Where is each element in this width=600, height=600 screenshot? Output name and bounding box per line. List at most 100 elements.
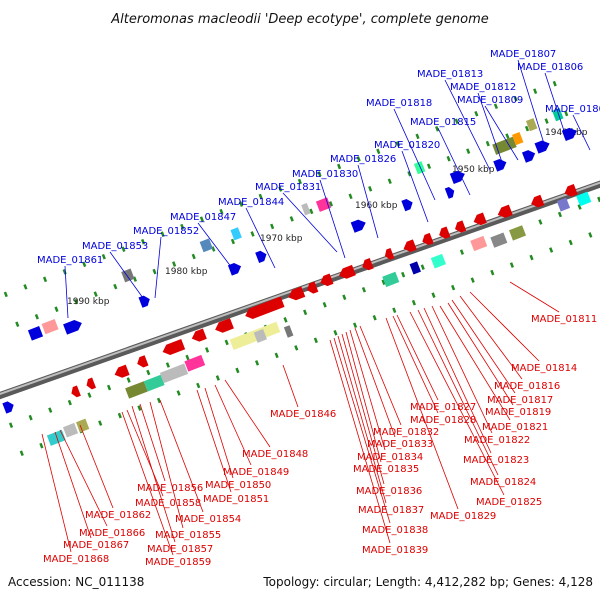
gene-label-made-01822[interactable]: MADE_01822 <box>464 435 530 446</box>
gene-feature <box>382 271 400 288</box>
gene-label-made-01849[interactable]: MADE_01849 <box>223 467 289 478</box>
gene-label-made-01835[interactable]: MADE_01835 <box>353 464 419 475</box>
gene-label-made-01809[interactable]: MADE_01809 <box>457 95 523 106</box>
position-tick <box>219 208 224 215</box>
position-tick <box>493 103 499 110</box>
gene-label-made-01814[interactable]: MADE_01814 <box>511 363 577 374</box>
position-tick <box>278 186 283 192</box>
gene-label-made-01823[interactable]: MADE_01823 <box>463 455 529 466</box>
gene-label-made-01819[interactable]: MADE_01819 <box>485 407 551 418</box>
gene-label-made-01856[interactable]: MADE_01856 <box>137 483 203 494</box>
gene-leader-line <box>139 403 166 482</box>
gene-label-made-01852[interactable]: MADE_01852 <box>133 226 199 237</box>
position-tick <box>270 223 275 230</box>
position-tick <box>509 262 514 268</box>
gene-feature <box>512 132 524 146</box>
gene-leader-line <box>337 335 387 504</box>
position-tick <box>328 201 334 207</box>
position-tick <box>533 88 538 94</box>
gene-label-made-01853[interactable]: MADE_01853 <box>82 241 148 252</box>
gene-feature <box>301 202 311 216</box>
gene-label-made-01859[interactable]: MADE_01859 <box>145 557 211 568</box>
gene-feature <box>409 261 421 275</box>
gene-forward-arrow <box>561 127 577 142</box>
gene-label-made-01868[interactable]: MADE_01868 <box>43 554 109 565</box>
gene-label-made-01866[interactable]: MADE_01866 <box>79 528 145 539</box>
gene-forward-arrow <box>350 219 366 233</box>
gene-label-made-01816[interactable]: MADE_01816 <box>494 381 560 392</box>
gene-label-made-01838[interactable]: MADE_01838 <box>362 525 428 536</box>
gene-forward-arrow <box>493 158 507 172</box>
gene-leader-line <box>444 79 491 171</box>
gene-label-made-01813[interactable]: MADE_01813 <box>417 69 483 80</box>
position-tick <box>309 208 314 215</box>
gene-label-made-01831[interactable]: MADE_01831 <box>255 182 321 193</box>
gene-label-made-01812[interactable]: MADE_01812 <box>450 82 516 93</box>
position-tick <box>392 307 397 314</box>
gene-label-made-01847[interactable]: MADE_01847 <box>170 212 236 223</box>
position-tick <box>529 254 534 261</box>
gene-label-made-01820[interactable]: MADE_01820 <box>374 140 440 151</box>
gene-label-made-01851[interactable]: MADE_01851 <box>203 494 269 505</box>
gene-leader-line <box>401 150 429 223</box>
position-tick <box>348 193 353 200</box>
gene-leader-line <box>341 333 385 485</box>
gene-label-made-01825[interactable]: MADE_01825 <box>476 497 542 508</box>
position-tick <box>368 186 373 192</box>
gene-label-made-01817[interactable]: MADE_01817 <box>487 395 553 406</box>
gene-label-made-01818[interactable]: MADE_01818 <box>366 98 432 109</box>
position-tick <box>342 294 347 301</box>
position-tick <box>395 141 400 147</box>
gene-label-made-01828[interactable]: MADE_01828 <box>410 415 476 426</box>
gene-label-made-01848[interactable]: MADE_01848 <box>242 449 308 460</box>
gene-labels[interactable]: MADE_01805 MADE_01806 MADE_01807 MADE_01809… <box>37 49 600 568</box>
position-tick <box>353 322 358 329</box>
gene-label-made-01839[interactable]: MADE_01839 <box>362 545 428 556</box>
gene-label-made-01829[interactable]: MADE_01829 <box>430 511 496 522</box>
gene-label-made-01837[interactable]: MADE_01837 <box>358 505 424 516</box>
position-tick <box>199 216 204 222</box>
position-tick <box>8 422 14 428</box>
gene-leader-line <box>423 307 492 454</box>
gene-label-made-01811[interactable]: MADE_01811 <box>531 314 597 325</box>
gene-label-made-01821[interactable]: MADE_01821 <box>482 422 548 433</box>
gene-leader-line <box>333 337 391 524</box>
position-tick <box>513 95 518 102</box>
gene-label-made-01826[interactable]: MADE_01826 <box>330 154 396 165</box>
gene-label-made-01832[interactable]: MADE_01832 <box>373 427 439 438</box>
gene-label-made-01807[interactable]: MADE_01807 <box>490 49 556 60</box>
gene-reverse-arrow <box>439 226 451 239</box>
gene-label-made-01834[interactable]: MADE_01834 <box>357 452 423 463</box>
position-tick <box>156 397 162 404</box>
gene-forward-arrow <box>255 250 267 264</box>
gene-label-made-01830[interactable]: MADE_01830 <box>292 169 358 180</box>
gene-label-made-01857[interactable]: MADE_01857 <box>147 544 213 555</box>
position-tick <box>34 313 39 320</box>
gene-label-made-01858[interactable]: MADE_01858 <box>135 498 201 509</box>
position-tick <box>87 392 92 398</box>
position-tick <box>490 269 495 276</box>
gene-feature <box>413 161 426 175</box>
gene-forward-arrow <box>227 262 242 276</box>
gene-label-made-01844[interactable]: MADE_01844 <box>218 197 284 208</box>
gene-label-made-01806[interactable]: MADE_01806 <box>517 62 583 73</box>
gene-label-made-01833[interactable]: MADE_01833 <box>367 439 433 450</box>
gene-label-made-01862[interactable]: MADE_01862 <box>85 510 151 521</box>
gene-label-made-01850[interactable]: MADE_01850 <box>205 480 271 491</box>
position-tick <box>303 309 308 316</box>
gene-feature <box>509 225 527 241</box>
position-tick <box>549 247 554 253</box>
gene-label-made-01827[interactable]: MADE_01827 <box>410 402 476 413</box>
gene-label-made-01855[interactable]: MADE_01855 <box>155 530 221 541</box>
gene-label-made-01846[interactable]: MADE_01846 <box>270 409 336 420</box>
gene-label-made-01836[interactable]: MADE_01836 <box>356 486 422 497</box>
gene-label-made-01815[interactable]: MADE_01815 <box>410 117 476 128</box>
gene-label-made-01867[interactable]: MADE_01867 <box>63 540 129 551</box>
position-tick <box>235 367 240 374</box>
gene-label-made-01861[interactable]: MADE_01861 <box>37 255 103 266</box>
gene-label-made-01824[interactable]: MADE_01824 <box>470 477 536 488</box>
gene-label-made-01805[interactable]: MADE_01805 <box>545 104 600 115</box>
gene-label-made-01854[interactable]: MADE_01854 <box>175 514 241 525</box>
position-tick <box>254 360 260 366</box>
position-tick <box>289 216 294 222</box>
